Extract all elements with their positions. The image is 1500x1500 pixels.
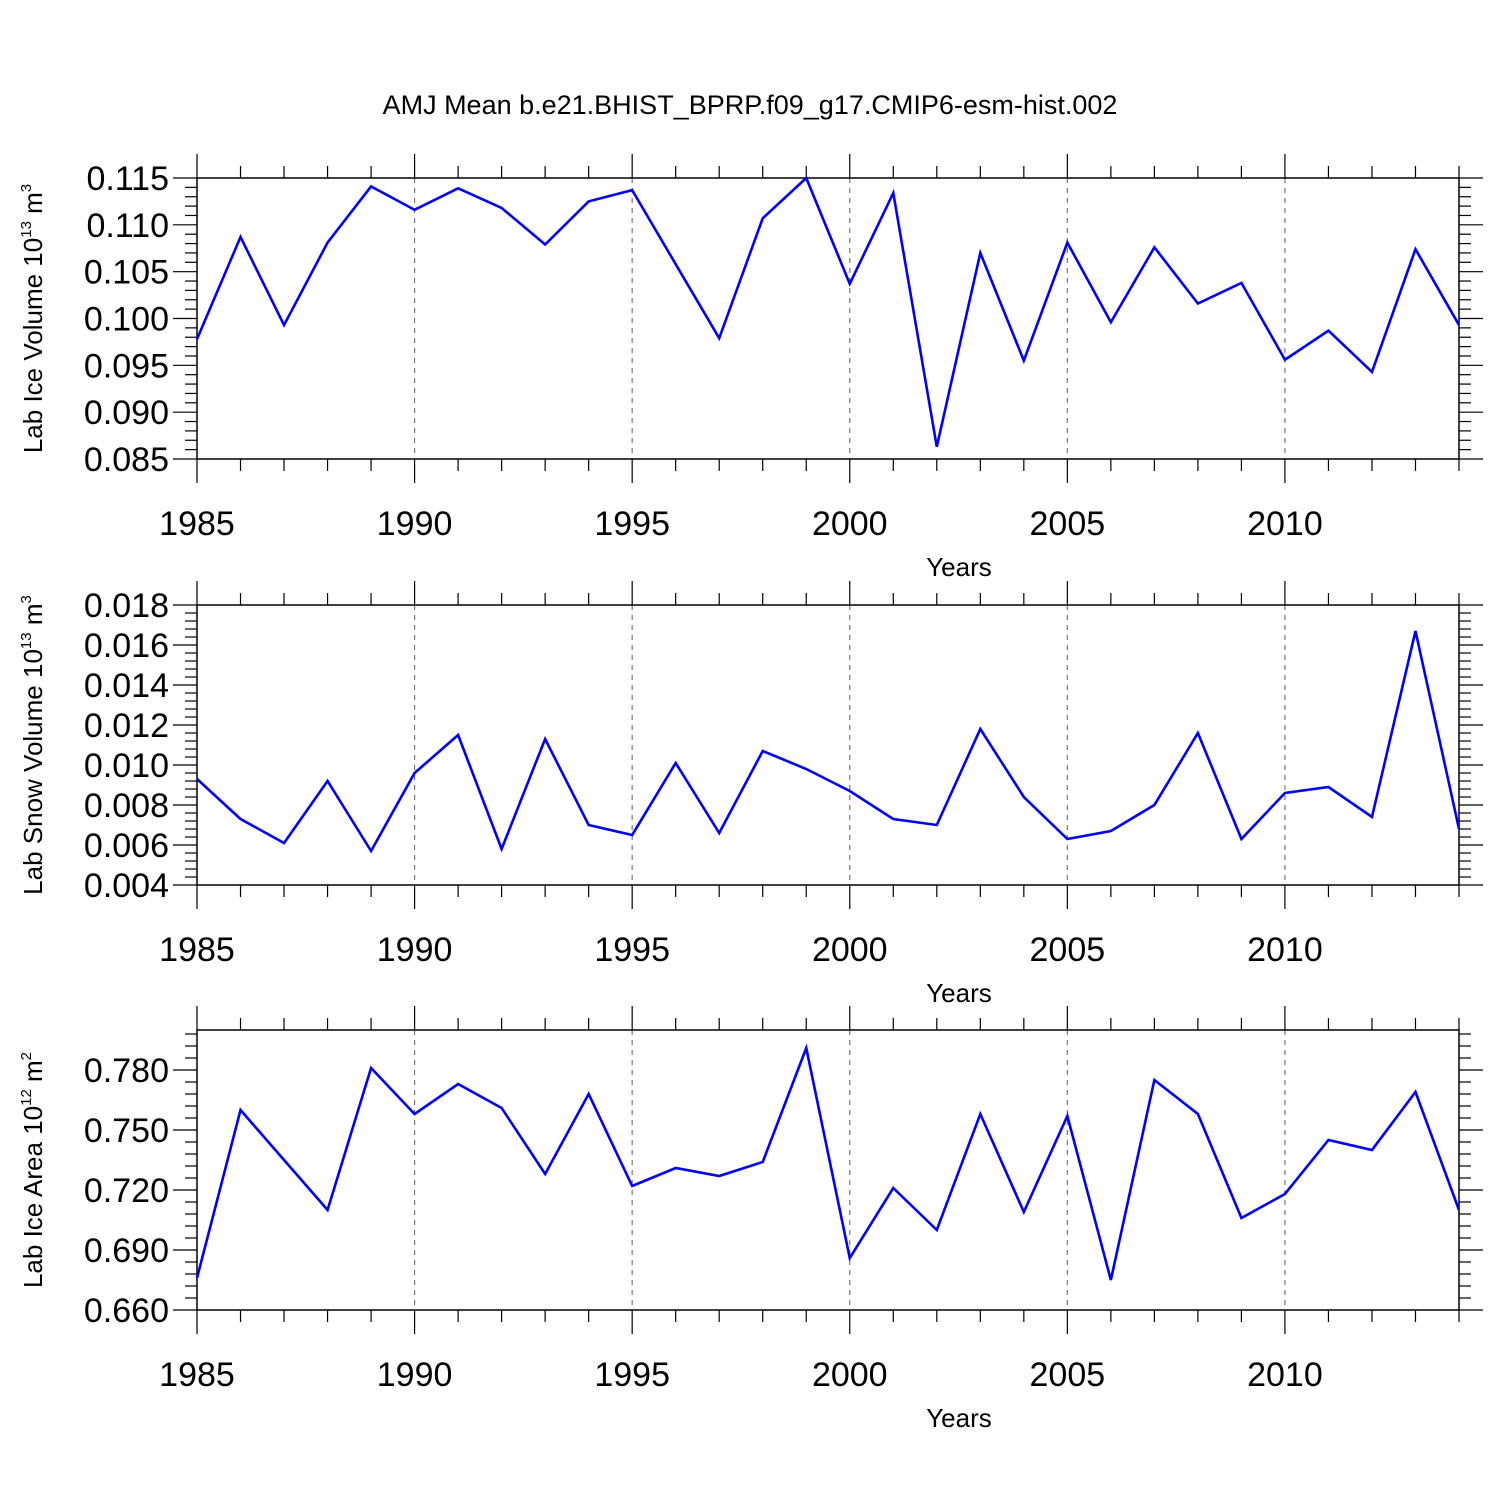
x-axis-title: Years: [926, 978, 992, 1008]
y-tick-label: 0.720: [84, 1172, 169, 1210]
x-axis-title: Years: [926, 1403, 992, 1433]
x-tick-label: 2000: [812, 505, 888, 543]
y-tick-label: 0.012: [84, 707, 169, 745]
y-tick-label: 0.690: [84, 1232, 169, 1270]
y-axis-title-exponent: 12: [18, 1089, 35, 1106]
x-tick-label: 1990: [377, 931, 453, 969]
panel-snow-volume: 1985 1990 1995 2000 2005 2010Years0.0040.0060…: [18, 581, 1483, 1008]
x-tick-label: 2005: [1030, 505, 1106, 543]
y-axis-title-unit-exponent: 2: [18, 1052, 35, 1060]
y-axis-title-unit: m: [18, 604, 48, 633]
y-tick-label: 0.095: [84, 347, 169, 385]
y-axis-title-unit: m: [18, 192, 48, 221]
y-tick-label: 0.006: [84, 827, 169, 865]
y-tick-label: 0.085: [84, 441, 169, 479]
y-tick-label: 0.660: [84, 1292, 169, 1330]
x-tick-label: 2010: [1247, 931, 1323, 969]
y-axis-title-unit-exponent: 3: [18, 595, 35, 603]
y-tick-label: 0.100: [84, 301, 169, 339]
x-tick-label: 2000: [812, 1356, 888, 1394]
x-tick-label: 2000: [812, 931, 888, 969]
panel-ice-area: 1985 1990 1995 2000 2005 2010 Years 0.660 0.690 0…: [18, 1006, 1483, 1433]
y-tick-label: 0.750: [84, 1112, 169, 1150]
y-tick-label: 0.018: [84, 587, 169, 625]
y-axis-title-text: Lab Ice Area 10: [18, 1106, 48, 1288]
x-tick-label: 1985: [159, 1356, 235, 1394]
x-tick-label: 1995: [594, 1356, 670, 1394]
x-tick-label: 2005: [1030, 1356, 1106, 1394]
y-axis-title-unit-exponent: 3: [18, 184, 35, 192]
x-tick-label: 1995: [594, 931, 670, 969]
panel-ice-volume: 1985 1990 1995 2000 2005 2010 Years 0.085 0.090 0…: [18, 154, 1483, 582]
x-tick-label: 1990: [377, 1356, 453, 1394]
y-tick-label: 0.010: [84, 747, 169, 785]
y-tick-label: 0.008: [84, 787, 169, 825]
x-tick-label: 2010: [1247, 1356, 1323, 1394]
y-axis-title-unit: m: [18, 1060, 48, 1089]
plot-frame: [196, 1029, 1460, 1311]
series-line: [196, 630, 1461, 854]
y-axis-title-exponent: 13: [18, 632, 35, 649]
y-axis-title-text: Lab Ice Volume 10: [18, 238, 48, 453]
y-axis-title: Lab Ice Volume 1013 m3: [18, 184, 48, 453]
y-axis-title: Lab Ice Area 1012 m2: [18, 1052, 48, 1288]
x-tick-label: 2010: [1247, 505, 1323, 543]
x-tick-label: 2005: [1030, 931, 1106, 969]
y-tick-label: 0.016: [84, 627, 169, 665]
y-tick-label: 0.105: [84, 254, 169, 292]
y-tick-label: 0.780: [84, 1052, 169, 1090]
x-tick-label: 1985: [159, 505, 235, 543]
x-tick-label: 1990: [377, 505, 453, 543]
y-tick-label: 0.004: [84, 867, 169, 905]
plot-frame: [196, 604, 1460, 886]
y-axis-title: Lab Snow Volume 1013 m3: [18, 595, 48, 895]
series-line: [195, 1043, 1461, 1281]
y-axis-title-text: Lab Snow Volume 10: [18, 649, 48, 895]
series-line: [195, 175, 1461, 448]
x-tick-label: 1995: [594, 505, 670, 543]
y-tick-label: 0.090: [84, 394, 169, 432]
x-tick-label: 1985: [159, 931, 235, 969]
y-axis-title-exponent: 13: [18, 221, 35, 238]
chart-title: AMJ Mean b.e21.BHIST_BPRP.f09_g17.CMIP6-…: [383, 90, 1118, 120]
y-tick-label: 0.014: [84, 667, 169, 705]
x-axis-title: Years: [926, 552, 992, 582]
y-tick-label: 0.115: [86, 160, 169, 198]
y-tick-label: 0.110: [86, 207, 169, 245]
